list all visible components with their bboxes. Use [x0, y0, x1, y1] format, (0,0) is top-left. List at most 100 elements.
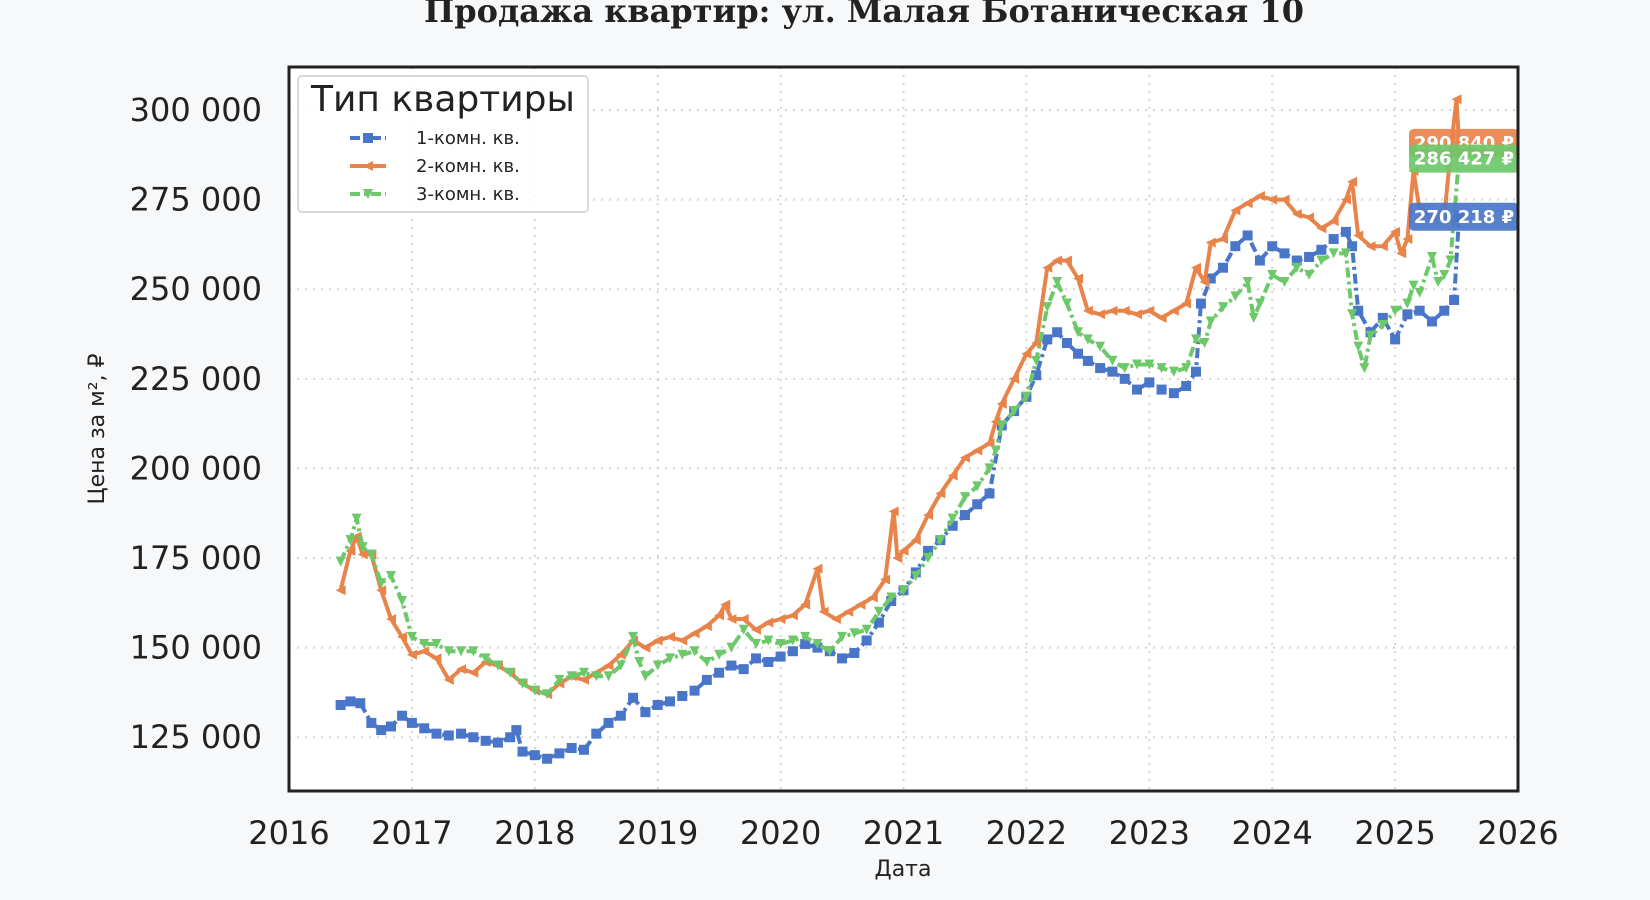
data-point — [1347, 241, 1358, 252]
data-point — [345, 535, 356, 546]
data-point — [1031, 355, 1042, 366]
data-point — [935, 488, 946, 499]
data-point — [1279, 194, 1290, 205]
data-point — [1304, 251, 1315, 262]
x-tick-label: 2021 — [863, 814, 944, 852]
data-point — [984, 463, 995, 474]
data-point — [677, 649, 688, 660]
data-point — [1156, 312, 1167, 323]
data-point — [355, 698, 366, 709]
data-point — [628, 631, 639, 642]
data-point — [1042, 334, 1053, 345]
data-point — [972, 499, 983, 510]
data-point — [456, 664, 467, 675]
data-point — [591, 728, 602, 739]
data-point — [366, 549, 377, 560]
data-point — [972, 445, 983, 456]
legend-title: Тип квартиры — [310, 79, 575, 120]
data-point — [1426, 316, 1437, 327]
last-value-badge: 286 427 ₽ — [1409, 144, 1519, 173]
data-point — [1365, 241, 1376, 252]
data-point — [1132, 384, 1143, 395]
x-tick-label: 2017 — [371, 814, 452, 852]
data-point — [1316, 244, 1327, 255]
data-point — [603, 717, 614, 728]
data-point — [1377, 312, 1388, 323]
data-point — [517, 746, 528, 757]
data-point — [1439, 269, 1450, 280]
data-point — [366, 717, 377, 728]
x-tick-label: 2022 — [986, 814, 1067, 852]
data-point — [1426, 251, 1437, 262]
data-point — [726, 660, 737, 671]
data-point — [376, 578, 387, 589]
data-point — [1402, 298, 1413, 309]
data-point — [1291, 208, 1302, 219]
x-tick-label: 2025 — [1354, 814, 1435, 852]
data-point — [1107, 355, 1118, 366]
data-point — [1021, 348, 1032, 359]
data-point — [1218, 262, 1229, 273]
data-point — [1156, 384, 1167, 395]
data-point — [1181, 380, 1192, 391]
x-tick-label: 2026 — [1477, 814, 1558, 852]
data-point — [984, 488, 995, 499]
data-point — [345, 545, 356, 556]
data-point — [677, 635, 688, 646]
data-point — [664, 631, 675, 642]
data-point — [1052, 327, 1063, 338]
data-point — [861, 624, 872, 635]
data-point — [406, 649, 417, 660]
legend-label: 1-комн. кв. — [416, 128, 520, 149]
data-point — [1195, 298, 1206, 309]
data-point — [1267, 241, 1278, 252]
data-point — [1433, 277, 1444, 288]
grid-lines — [289, 67, 1518, 791]
data-point — [1408, 280, 1419, 291]
data-point — [1218, 302, 1229, 313]
x-tick-label: 2023 — [1109, 814, 1190, 852]
data-point — [505, 732, 516, 743]
data-point — [787, 610, 798, 621]
data-point — [1061, 255, 1072, 266]
data-point — [517, 678, 528, 689]
data-point — [873, 606, 884, 617]
data-point — [406, 631, 417, 642]
data-point — [1132, 309, 1143, 320]
data-point — [335, 585, 346, 596]
data-point — [397, 631, 408, 642]
y-tick-label: 150 000 — [130, 629, 262, 667]
data-point — [1279, 248, 1290, 259]
data-point — [873, 617, 884, 628]
data-point — [1449, 294, 1460, 305]
data-point — [511, 725, 522, 736]
data-point — [701, 674, 712, 685]
data-point — [1248, 312, 1259, 323]
data-point — [1365, 330, 1376, 341]
data-point — [751, 624, 762, 635]
data-point — [800, 631, 811, 642]
data-point — [996, 398, 1007, 409]
data-point — [1052, 255, 1063, 266]
data-point — [1107, 366, 1118, 377]
data-point — [554, 674, 565, 685]
data-point — [714, 649, 725, 660]
data-point — [818, 606, 829, 617]
data-point — [1009, 406, 1020, 417]
data-point — [1009, 373, 1020, 384]
data-point — [1181, 298, 1192, 309]
x-tick-label: 2016 — [248, 814, 329, 852]
data-point — [640, 707, 651, 718]
data-point — [812, 639, 823, 650]
data-point — [566, 671, 577, 682]
data-point — [397, 710, 408, 721]
data-point — [849, 628, 860, 639]
data-point — [542, 689, 553, 700]
x-tick-label: 2018 — [494, 814, 575, 852]
x-tick-label: 2019 — [617, 814, 698, 852]
data-point — [431, 728, 442, 739]
data-point — [345, 696, 356, 707]
data-point — [689, 685, 700, 696]
data-point — [830, 613, 841, 624]
chart-title: Продажа квартир: ул. Малая Ботаническая … — [424, 0, 1304, 30]
